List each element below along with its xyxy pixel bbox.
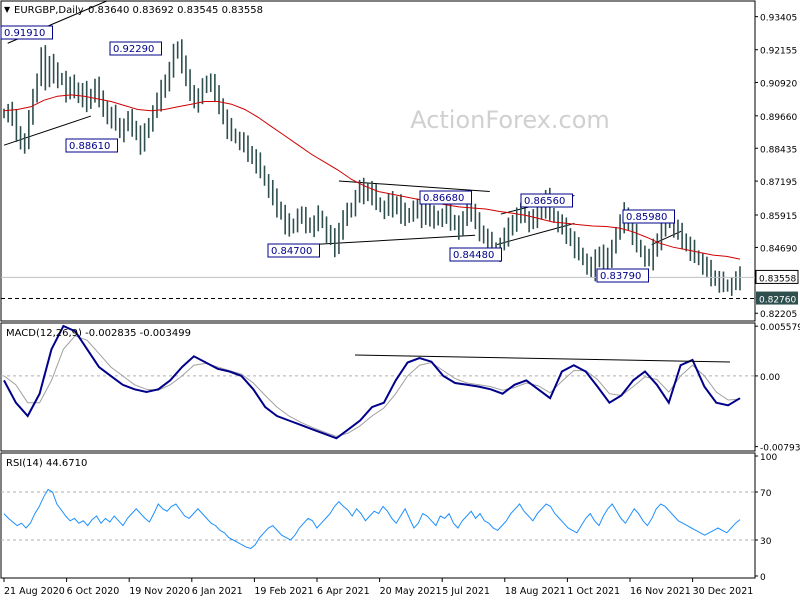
macd-trendline — [354, 354, 731, 363]
rsi-axis-label: 0 — [760, 573, 766, 583]
rsi-panel-frame — [0, 452, 756, 579]
price-callout-box — [65, 138, 118, 153]
x-axis-label: 18 Aug 2021 — [505, 586, 566, 597]
rsi-panel-header: RSI(14) 44.6710 — [6, 458, 87, 469]
trendline — [3, 115, 92, 146]
price-callout-box — [109, 41, 162, 56]
price-callout-label: 0.83790 — [600, 271, 641, 282]
price-callout-box — [596, 268, 649, 283]
price-panel-header-triangle: ▼ — [4, 5, 11, 14]
current-price-tag — [755, 269, 799, 284]
x-axis-label: 1 Oct 2021 — [567, 586, 620, 597]
macd-line — [3, 324, 741, 440]
support-price-tag-label: 0.82760 — [759, 296, 796, 306]
price-panel-header-ohlc: 0.83640 0.83692 0.83545 0.83558 — [88, 5, 263, 16]
price-callout-label: 0.86560 — [524, 196, 565, 207]
price-panel-header-symbol: EURGBP,Daily — [14, 5, 84, 16]
y-axis-labels: 0.93405 0.92155 0.90920 0.89660 0.88435 0.871… — [755, 14, 800, 583]
x-axis-label: 19 Nov 2020 — [129, 586, 190, 597]
x-axis-labels: 21 Aug 2020 6 Oct 2020 19 Nov 2020 6 Jan 20… — [3, 578, 754, 597]
price-callout-label: 0.91910 — [4, 28, 45, 39]
rsi-axis-label: 100 — [760, 453, 777, 463]
rsi-line — [3, 488, 741, 549]
x-axis-label: 5 Jul 2021 — [442, 586, 490, 597]
current-price-tag-label: 0.83558 — [759, 274, 796, 284]
macd-axis-label: 0.00 — [760, 373, 780, 383]
price-callout-label: 0.88610 — [69, 141, 110, 152]
price-callout-box — [0, 25, 53, 40]
price-axis-label: 0.85915 — [760, 212, 797, 222]
price-callouts: 0.91910 0.92290 0.88610 0.86680 0.86560 0.859… — [0, 25, 675, 283]
price-callout-label: 0.86680 — [423, 193, 464, 204]
support-price-tag — [756, 291, 798, 305]
x-axis-label: 6 Jan 2021 — [192, 586, 243, 597]
x-axis-label: 6 Apr 2021 — [317, 586, 370, 597]
price-axis-label: 0.87195 — [760, 178, 797, 188]
rsi-axis-label: 30 — [760, 537, 772, 547]
x-axis-label: 19 Feb 2021 — [254, 586, 313, 597]
price-axis-label: 0.89660 — [760, 113, 797, 123]
price-callout-label: 0.84480 — [453, 250, 494, 261]
price-axis-label: 0.92155 — [760, 47, 797, 57]
macd-panel-frame — [0, 322, 756, 452]
price-axis-label: 0.93405 — [760, 14, 797, 24]
x-axis-label: 6 Oct 2020 — [67, 586, 120, 597]
x-axis-label: 16 Nov 2021 — [630, 586, 691, 597]
watermark: ActionForex.com — [410, 106, 610, 134]
price-callout-box — [520, 193, 573, 208]
macd-panel-header: MACD(12,26,9) -0.002835 -0.003499 — [6, 328, 191, 339]
price-callout-box — [449, 247, 502, 262]
price-axis-label: 0.84690 — [760, 244, 797, 254]
x-axis-label: 30 Dec 2021 — [693, 586, 754, 597]
price-callout-label: 0.84700 — [271, 246, 312, 257]
price-callout-label: 0.92290 — [113, 44, 154, 55]
moving-average-line — [3, 94, 741, 260]
price-callout-box — [419, 190, 472, 205]
price-axis-label: 0.90920 — [760, 79, 797, 89]
price-callout-box — [267, 243, 320, 258]
rsi-axis-label: 70 — [760, 489, 772, 499]
x-axis-label: 21 Aug 2020 — [4, 586, 65, 597]
trendline — [313, 234, 476, 246]
macd-axis-label: 0.005579 — [760, 323, 800, 333]
price-callout-box — [622, 209, 675, 224]
price-axis-label: 0.88435 — [760, 145, 797, 155]
macd-signal-line — [3, 335, 741, 438]
x-axis-label: 20 May 2021 — [380, 586, 442, 597]
price-axis-label: 0.82205 — [760, 310, 797, 320]
price-callout-label: 0.85980 — [626, 212, 667, 223]
